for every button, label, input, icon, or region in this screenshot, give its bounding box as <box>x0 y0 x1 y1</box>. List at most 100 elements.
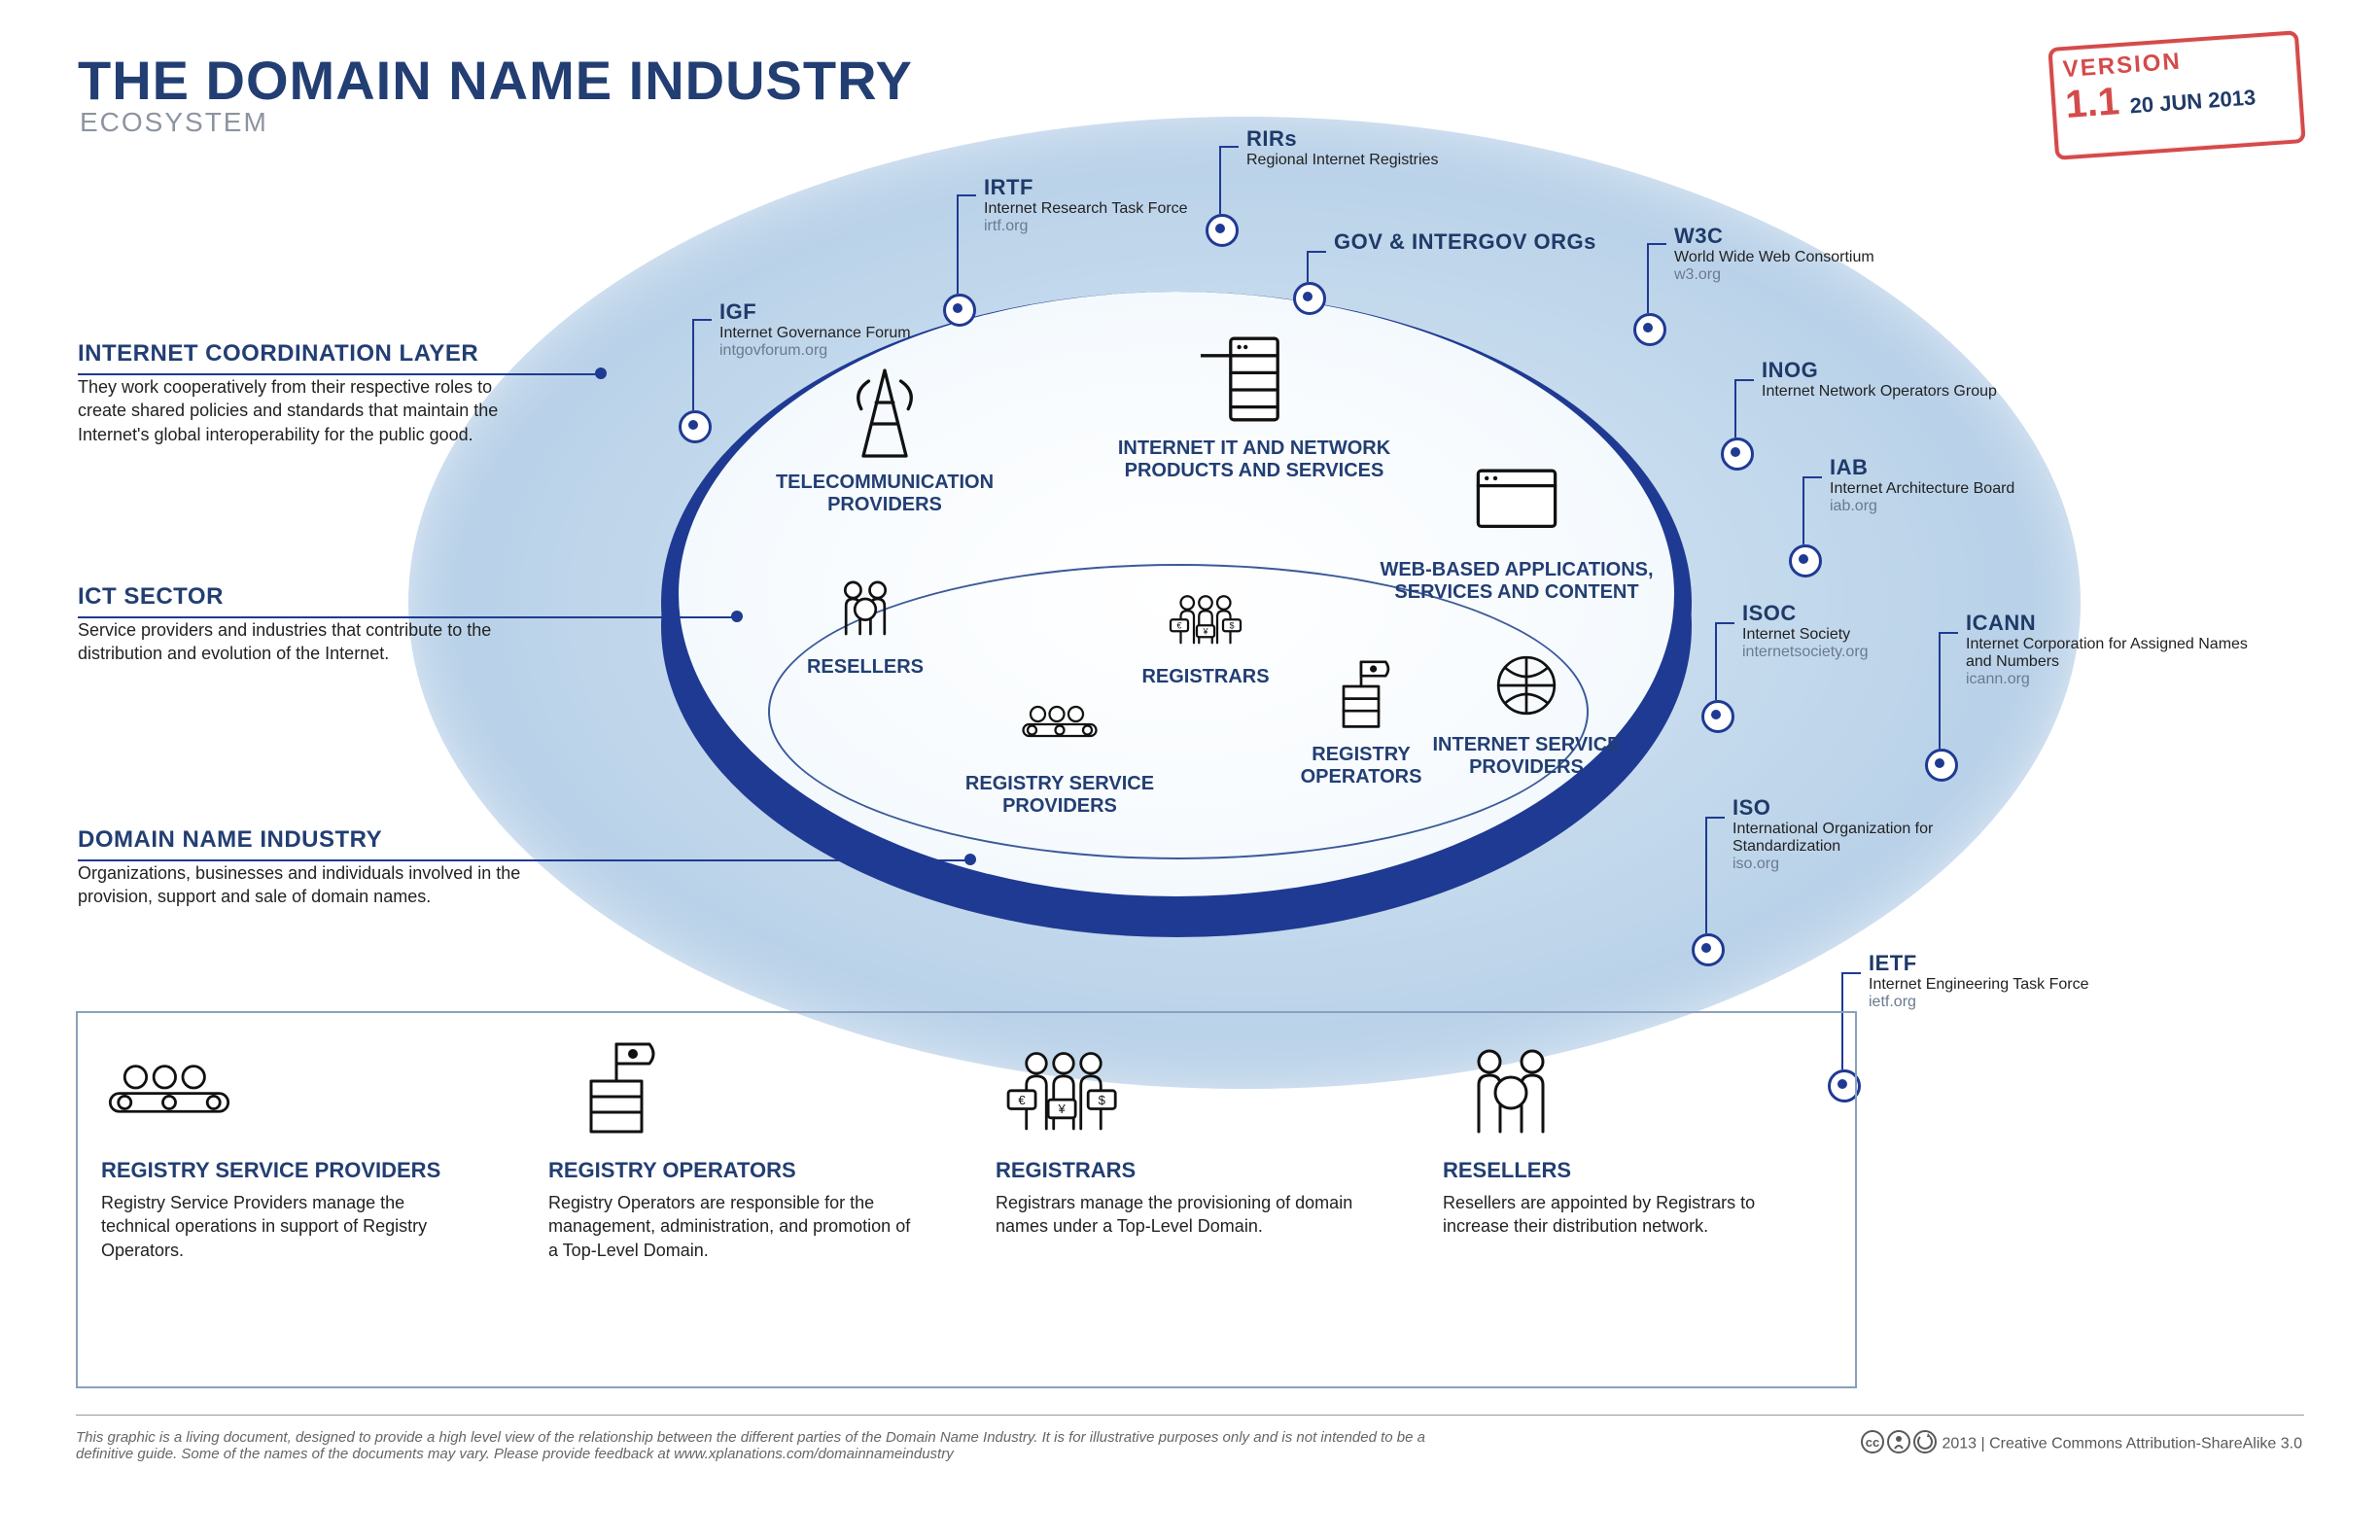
ring-gov <box>1293 282 1326 315</box>
org-url: w3.org <box>1674 266 1985 284</box>
callout-inog: INOG Internet Network Operators Group <box>1762 358 2170 401</box>
legend-box: REGISTRY SERVICE PROVIDERS Registry Serv… <box>76 1011 1857 1388</box>
lead-ict <box>78 616 739 618</box>
layer-coordination: INTERNET COORDINATION LAYER They work co… <box>78 340 544 446</box>
org-url: irtf.org <box>984 218 1295 235</box>
legend-resellers: RESELLERS Resellers are appointed by Reg… <box>1443 1034 1812 1239</box>
svg-text:€: € <box>1018 1093 1026 1107</box>
org-full: Internet Society <box>1742 626 1946 644</box>
ring-icann <box>1925 749 1958 782</box>
lead-ietf-h <box>1841 972 1861 974</box>
svg-text:$: $ <box>1099 1093 1106 1107</box>
lead-rirs-v <box>1219 146 1221 214</box>
infographic-stage: THE DOMAIN NAME INDUSTRY ECOSYSTEM VERSI… <box>0 0 2380 1540</box>
lead-gov-h <box>1307 251 1326 253</box>
legend-title: REGISTRY OPERATORS <box>548 1158 918 1183</box>
node-label: WEB-BASED APPLICATIONS, SERVICES AND CON… <box>1361 559 1672 604</box>
org-full: Internet Research Task Force <box>984 200 1295 218</box>
callout-rirs: RIRs Regional Internet Registries <box>1246 126 1596 169</box>
ring-w3c <box>1633 313 1666 346</box>
lead-irtf-h <box>957 194 976 196</box>
ring-igf <box>679 410 712 443</box>
lead-dni <box>78 859 972 861</box>
node-label: REGISTRY OPERATORS <box>1254 744 1468 788</box>
license-text: 2013 | Creative Commons Attribution-Shar… <box>1942 1436 2302 1452</box>
legend-title: REGISTRY SERVICE PROVIDERS <box>101 1158 471 1183</box>
node-label: REGISTRY SERVICE PROVIDERS <box>933 773 1186 818</box>
svg-text:cc: cc <box>1866 1435 1879 1450</box>
org-acr: IGF <box>719 299 1031 325</box>
building-flag-icon <box>548 1034 684 1141</box>
page-title: THE DOMAIN NAME INDUSTRY <box>78 49 913 112</box>
org-url: internetsociety.org <box>1742 644 1946 661</box>
node-label: RESELLERS <box>768 656 962 679</box>
legend-desc: Registrars manage the provisioning of do… <box>996 1191 1365 1239</box>
lead-iab-v <box>1802 476 1804 544</box>
org-acr: ICANN <box>1966 611 2267 636</box>
lead-w3c-v <box>1647 243 1649 313</box>
ring-iab <box>1789 544 1822 578</box>
node-webapp: WEB-BASED APPLICATIONS, SERVICES AND CON… <box>1361 447 1672 604</box>
svg-text:$: $ <box>1229 620 1234 630</box>
conveyor-icon <box>1016 681 1103 768</box>
lead-iab-h <box>1802 476 1822 478</box>
callout-iso: ISO International Organization for Stand… <box>1732 795 2005 873</box>
lead-dni-dot <box>964 854 976 865</box>
org-acr: ISO <box>1732 795 2005 821</box>
lead-ict-dot <box>731 611 743 622</box>
people-icon <box>822 564 909 651</box>
cc-icons: cc <box>1860 1429 1938 1454</box>
svg-text:€: € <box>1176 620 1181 630</box>
ring-iso <box>1692 933 1725 966</box>
tower-icon <box>831 360 938 467</box>
lead-w3c-h <box>1647 243 1666 245</box>
layer-dni-title: DOMAIN NAME INDUSTRY <box>78 826 544 854</box>
callout-isoc: ISOC Internet Society internetsociety.or… <box>1742 601 1946 661</box>
node-regops: REGISTRY OPERATORS <box>1254 651 1468 788</box>
lead-coord-dot <box>595 368 607 379</box>
legend-title: RESELLERS <box>1443 1158 1812 1183</box>
layer-ict: ICT SECTOR Service providers and industr… <box>78 583 544 666</box>
people-icon <box>1443 1034 1579 1141</box>
org-acr: W3C <box>1674 224 1985 249</box>
version-stamp: VERSION 1.1 20 JUN 2013 <box>2048 30 2305 160</box>
callout-igf: IGF Internet Governance Forum intgovforu… <box>719 299 1031 360</box>
callout-irtf: IRTF Internet Research Task Force irtf.o… <box>984 175 1295 235</box>
lead-icann-h <box>1939 632 1958 634</box>
ring-rirs <box>1206 214 1239 247</box>
layer-ict-desc: Service providers and industries that co… <box>78 618 544 666</box>
version-label: VERSION <box>2062 41 2287 84</box>
org-acr: IETF <box>1869 951 2189 976</box>
legend-desc: Registry Operators are responsible for t… <box>548 1191 918 1262</box>
org-url: icann.org <box>1966 671 2267 688</box>
globe-icon <box>1483 642 1570 729</box>
lead-inog-h <box>1734 379 1754 381</box>
layer-dni: DOMAIN NAME INDUSTRY Organizations, busi… <box>78 826 544 909</box>
lead-rirs-h <box>1219 146 1239 148</box>
org-url: iab.org <box>1830 498 2141 515</box>
org-full: Regional Internet Registries <box>1246 152 1596 169</box>
callout-iab: IAB Internet Architecture Board iab.org <box>1830 455 2141 515</box>
lead-igf-v <box>692 319 694 410</box>
org-acr: IRTF <box>984 175 1295 200</box>
layer-coord-desc: They work cooperatively from their respe… <box>78 375 544 446</box>
org-full: International Organization for Standardi… <box>1732 821 2005 856</box>
legend-desc: Resellers are appointed by Registrars to… <box>1443 1191 1812 1239</box>
registrars-icon: € ¥ $ <box>996 1034 1132 1141</box>
lead-iso-v <box>1705 817 1707 933</box>
lead-irtf-v <box>957 194 959 294</box>
legend-rsp: REGISTRY SERVICE PROVIDERS Registry Serv… <box>101 1034 471 1262</box>
ring-irtf <box>943 294 976 327</box>
node-telecom: TELECOMMUNICATION PROVIDERS <box>758 360 1011 516</box>
layer-dni-desc: Organizations, businesses and individual… <box>78 861 544 909</box>
callout-w3c: W3C World Wide Web Consortium w3.org <box>1674 224 1985 284</box>
registrars-icon: € ¥ $ <box>1162 574 1249 661</box>
org-url: ietf.org <box>1869 994 2189 1011</box>
callout-gov: GOV & INTERGOV ORGs <box>1334 229 1664 255</box>
org-acr: RIRs <box>1246 126 1596 152</box>
callout-ietf: IETF Internet Engineering Task Force iet… <box>1869 951 2189 1011</box>
lead-inog-v <box>1734 379 1736 438</box>
org-full: World Wide Web Consortium <box>1674 249 1985 266</box>
org-full: Internet Governance Forum <box>719 325 1031 342</box>
server-icon <box>1201 326 1308 433</box>
